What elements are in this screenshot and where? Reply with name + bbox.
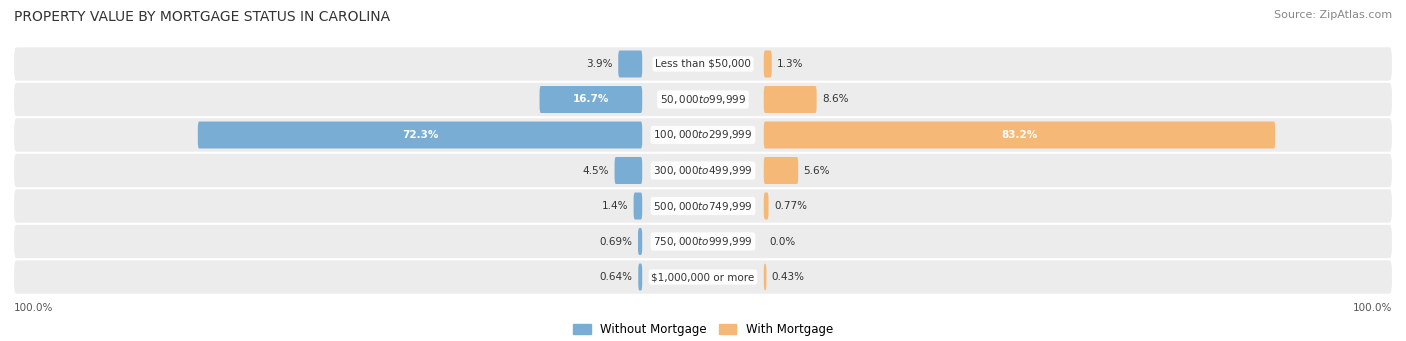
FancyBboxPatch shape (14, 189, 1392, 223)
Text: 4.5%: 4.5% (582, 165, 609, 176)
Text: $300,000 to $499,999: $300,000 to $499,999 (654, 164, 752, 177)
Text: 0.64%: 0.64% (600, 272, 633, 282)
Text: $750,000 to $999,999: $750,000 to $999,999 (654, 235, 752, 248)
Text: 1.3%: 1.3% (778, 59, 804, 69)
FancyBboxPatch shape (763, 50, 772, 77)
FancyBboxPatch shape (14, 83, 1392, 116)
Text: Source: ZipAtlas.com: Source: ZipAtlas.com (1274, 10, 1392, 20)
Text: 1.4%: 1.4% (602, 201, 628, 211)
Text: 0.43%: 0.43% (772, 272, 804, 282)
Text: 0.69%: 0.69% (599, 237, 633, 247)
FancyBboxPatch shape (638, 264, 643, 291)
FancyBboxPatch shape (763, 86, 817, 113)
Text: $1,000,000 or more: $1,000,000 or more (651, 272, 755, 282)
Text: 83.2%: 83.2% (1001, 130, 1038, 140)
FancyBboxPatch shape (763, 157, 799, 184)
Text: 72.3%: 72.3% (402, 130, 439, 140)
FancyBboxPatch shape (638, 228, 643, 255)
Legend: Without Mortgage, With Mortgage: Without Mortgage, With Mortgage (568, 318, 838, 341)
FancyBboxPatch shape (14, 225, 1392, 258)
Text: 8.6%: 8.6% (823, 94, 849, 104)
FancyBboxPatch shape (540, 86, 643, 113)
FancyBboxPatch shape (763, 264, 766, 291)
Text: 0.77%: 0.77% (773, 201, 807, 211)
Text: 0.0%: 0.0% (769, 237, 796, 247)
Text: 5.6%: 5.6% (804, 165, 830, 176)
FancyBboxPatch shape (14, 47, 1392, 81)
FancyBboxPatch shape (614, 157, 643, 184)
Text: $500,000 to $749,999: $500,000 to $749,999 (654, 199, 752, 212)
Text: $50,000 to $99,999: $50,000 to $99,999 (659, 93, 747, 106)
Text: 100.0%: 100.0% (14, 302, 53, 313)
Text: 16.7%: 16.7% (572, 94, 609, 104)
Text: PROPERTY VALUE BY MORTGAGE STATUS IN CAROLINA: PROPERTY VALUE BY MORTGAGE STATUS IN CAR… (14, 10, 391, 24)
Text: 3.9%: 3.9% (586, 59, 613, 69)
FancyBboxPatch shape (763, 121, 1275, 148)
FancyBboxPatch shape (14, 118, 1392, 152)
FancyBboxPatch shape (763, 193, 769, 220)
Text: $100,000 to $299,999: $100,000 to $299,999 (654, 129, 752, 142)
FancyBboxPatch shape (634, 193, 643, 220)
Text: 100.0%: 100.0% (1353, 302, 1392, 313)
FancyBboxPatch shape (619, 50, 643, 77)
FancyBboxPatch shape (14, 154, 1392, 187)
FancyBboxPatch shape (14, 260, 1392, 294)
Text: Less than $50,000: Less than $50,000 (655, 59, 751, 69)
FancyBboxPatch shape (198, 121, 643, 148)
